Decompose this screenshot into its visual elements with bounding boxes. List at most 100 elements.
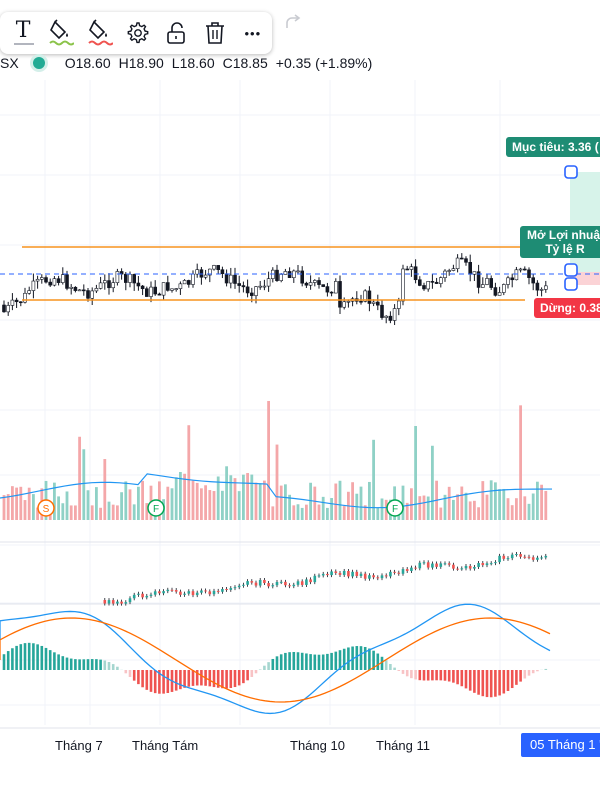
high-value: H18.90 [118,55,164,71]
candle-body [455,257,460,270]
volume-bar [401,485,405,520]
candle-body [98,282,103,289]
candle-body [300,270,305,284]
macd-histogram-bar [443,670,447,681]
candle-body [401,268,405,302]
more-button[interactable]: ••• [234,13,272,53]
macd-histogram-bar [326,653,329,670]
macd-histogram-bar [166,670,170,693]
comparison-candle [342,570,346,575]
candle-body [229,274,233,284]
volume-bar [498,489,501,520]
comparison-candle [401,569,405,574]
comparison-candle [372,575,375,578]
fill-color-button[interactable] [42,13,80,53]
volume-bar [527,503,531,520]
macd-histogram-bar [107,662,111,670]
redo-icon[interactable] [284,14,302,30]
text-underline [14,43,34,45]
comparison-candle [502,555,506,559]
settings-button[interactable] [119,13,157,53]
candle-body [48,281,53,286]
position-handle [564,263,578,277]
volume-bar [460,486,464,520]
volume-bar [216,476,220,520]
macd-histogram-bar [313,654,317,670]
comparison-candle [439,563,443,567]
candle-body [60,274,65,283]
macd-histogram-bar [515,670,518,685]
position-handle [564,277,578,291]
target-label[interactable]: Mục tiêu: 3.36 ( [506,137,600,157]
volume-bar [523,496,527,520]
macd-histogram-bar [195,670,199,686]
candle-body [375,301,380,306]
macd-histogram-bar [330,652,333,670]
volume-bar [128,489,132,520]
volume-bar [359,486,363,520]
comparison-candle [111,600,115,604]
comparison-candle [477,563,480,567]
signal-line [0,617,551,703]
macd-histogram-bar [397,670,401,671]
comparison-candle [359,573,363,577]
macd-histogram-bar [456,670,459,685]
lock-button[interactable] [157,13,195,53]
volume-bar [170,488,174,520]
comparison-candle [309,579,312,583]
macd-histogram-bar [246,670,249,681]
macd-histogram-bar [380,656,384,670]
macd-histogram-bar [200,670,203,686]
macd-histogram-bar [439,670,443,681]
symbol-label[interactable]: SX [0,55,19,71]
candle-body [157,293,162,296]
comparison-candle [380,575,384,579]
candle-body [132,274,136,284]
volume-bar [78,436,81,520]
open-pl-label[interactable]: Mở Lợi nhuận Tỷ lệ R [520,226,600,258]
volume-bar [103,459,107,520]
macd-histogram-bar [158,670,161,694]
volume-bar [229,475,233,520]
macd-histogram-bar [334,651,338,670]
candle-body [506,277,510,285]
text-tool-button[interactable]: T [4,13,42,53]
macd-histogram-bar [65,657,69,670]
candle-body [107,280,111,289]
comparison-candle [456,568,459,570]
stop-label[interactable]: Dừng: 0.38 [534,298,600,318]
candle-body [472,271,477,275]
macd-histogram-bar [431,670,434,681]
candle-body [254,286,258,296]
volume-bar [447,486,451,520]
macd-histogram-bar [410,670,413,679]
candle-body [392,308,397,321]
comparison-candle [120,601,123,604]
volume-bar [502,488,506,520]
comparison-candle [473,566,476,569]
candle-body [459,257,464,260]
volume-bar [267,400,270,520]
event-marker [37,499,55,517]
volume-bar [275,444,279,520]
delete-button[interactable] [195,13,233,53]
volume-bar [32,494,35,520]
volume-bar [132,504,136,520]
comparison-candle [405,569,409,571]
volume-bar [338,480,342,520]
comparison-candle [288,585,291,587]
volume-bar [208,490,212,520]
macd-histogram-bar [15,645,18,670]
volume-bar [15,487,18,520]
candle-body [124,273,128,283]
volume-bar [351,482,354,520]
gear-icon [127,22,149,44]
comparison-candle [271,585,275,587]
candle-body [233,274,237,284]
macd-histogram-bar [435,670,438,681]
volume-bar [431,445,434,520]
line-color-button[interactable] [81,13,119,53]
macd-histogram-bar [111,664,115,670]
volume-bar [65,491,69,520]
